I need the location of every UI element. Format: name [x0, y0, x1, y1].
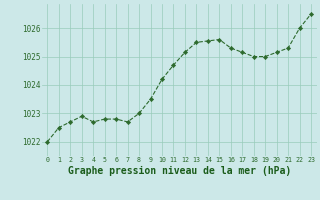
X-axis label: Graphe pression niveau de la mer (hPa): Graphe pression niveau de la mer (hPa) [68, 165, 291, 176]
